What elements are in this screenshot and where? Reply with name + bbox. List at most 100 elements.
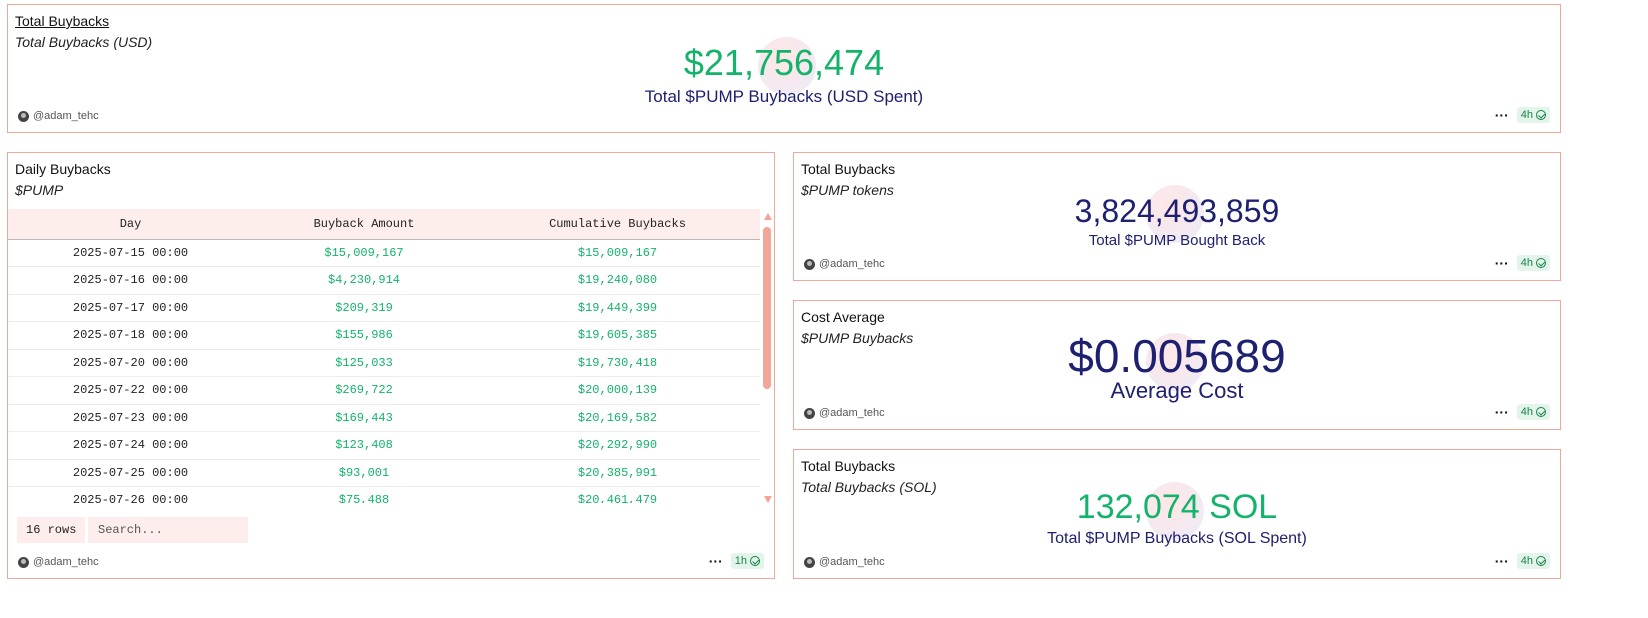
counter-label: Total $PUMP Buybacks (USD Spent): [644, 87, 924, 106]
cell-cumulative: $19,240,080: [475, 266, 760, 295]
table-row[interactable]: 2025-07-17 00:00 $209,319 $19,449,399: [8, 294, 760, 322]
author-name: @adam_tehc: [819, 258, 885, 270]
table-row[interactable]: 2025-07-24 00:00 $123,408 $20,292,990: [8, 431, 760, 460]
cell-cumulative: $20,292,990: [475, 431, 760, 460]
table-row[interactable]: 2025-07-26 00:00 $75,488 $20,461,479: [8, 486, 760, 503]
cost-average-panel: Cost Average $PUMP Buybacks $0.005689 Av…: [793, 300, 1561, 430]
table-row[interactable]: 2025-07-20 00:00 $125,033 $19,730,418: [8, 349, 760, 377]
author-link[interactable]: @adam_tehc: [804, 258, 885, 270]
search-input[interactable]: [88, 517, 248, 543]
freshness-label: 4h: [1520, 109, 1533, 121]
more-options-icon[interactable]: ···: [1494, 404, 1509, 420]
table-row[interactable]: 2025-07-18 00:00 $155,986 $19,605,385: [8, 321, 760, 350]
author-name: @adam_tehc: [819, 556, 885, 568]
more-options-icon[interactable]: ···: [708, 553, 723, 569]
cell-buyback-amount: $169,443: [253, 404, 475, 432]
cell-buyback-amount: $4,230,914: [253, 266, 475, 295]
cell-day: 2025-07-22 00:00: [8, 376, 253, 405]
table-header-row: Day Buyback Amount Cumulative Buybacks: [8, 209, 760, 240]
column-header-amount[interactable]: Buyback Amount: [253, 209, 475, 240]
cell-day: 2025-07-17 00:00: [8, 294, 253, 322]
cell-cumulative: $19,449,399: [475, 294, 760, 322]
freshness-label: 4h: [1520, 555, 1533, 567]
scroll-down-icon[interactable]: [764, 496, 772, 503]
author-name: @adam_tehc: [33, 110, 99, 122]
scrollbar-thumb[interactable]: [763, 227, 771, 389]
table-row[interactable]: 2025-07-15 00:00 $15,009,167 $15,009,167: [8, 239, 760, 267]
avatar-icon: [18, 556, 29, 568]
total-buybacks-tokens-panel: Total Buybacks $PUMP tokens 3,824,493,85…: [793, 152, 1561, 281]
panel-title-link[interactable]: Total Buybacks: [15, 13, 110, 29]
scroll-up-icon[interactable]: [764, 213, 772, 220]
logo-watermark-icon: [1146, 333, 1204, 391]
table-scroll-area[interactable]: Day Buyback Amount Cumulative Buybacks 2…: [8, 209, 760, 503]
freshness-badge[interactable]: 4h: [1516, 255, 1550, 271]
column-header-cumulative[interactable]: Cumulative Buybacks: [475, 209, 760, 240]
cell-day: 2025-07-23 00:00: [8, 404, 253, 432]
check-circle-icon: [1536, 258, 1546, 268]
freshness-label: 4h: [1520, 257, 1533, 269]
check-circle-icon: [750, 556, 760, 566]
cell-cumulative: $20,461,479: [475, 486, 760, 503]
cell-day: 2025-07-24 00:00: [8, 431, 253, 460]
cell-day: 2025-07-15 00:00: [8, 239, 253, 267]
cell-buyback-amount: $125,033: [253, 349, 475, 377]
cell-cumulative: $15,009,167: [475, 239, 760, 267]
logo-watermark-icon: [758, 37, 816, 95]
table-row[interactable]: 2025-07-16 00:00 $4,230,914 $19,240,080: [8, 266, 760, 295]
freshness-badge[interactable]: 4h: [1516, 107, 1550, 123]
table-row[interactable]: 2025-07-25 00:00 $93,001 $20,385,991: [8, 459, 760, 487]
counter-value: $0.005689: [1068, 330, 1286, 382]
panel-title[interactable]: Total Buybacks: [801, 161, 896, 177]
avatar-icon: [18, 110, 29, 122]
cell-day: 2025-07-20 00:00: [8, 349, 253, 377]
table-row[interactable]: 2025-07-22 00:00 $269,722 $20,000,139: [8, 376, 760, 405]
cell-buyback-amount: $75,488: [253, 486, 475, 503]
panel-title[interactable]: Daily Buybacks: [15, 161, 111, 177]
check-circle-icon: [1536, 556, 1546, 566]
cell-buyback-amount: $93,001: [253, 459, 475, 487]
panel-subtitle: Total Buybacks (SOL): [801, 479, 937, 495]
cell-buyback-amount: $15,009,167: [253, 239, 475, 267]
cell-buyback-amount: $269,722: [253, 376, 475, 405]
cell-day: 2025-07-16 00:00: [8, 266, 253, 295]
cell-cumulative: $20,000,139: [475, 376, 760, 405]
more-options-icon[interactable]: ···: [1494, 107, 1509, 123]
author-link[interactable]: @adam_tehc: [804, 556, 885, 568]
freshness-badge[interactable]: 4h: [1516, 404, 1550, 420]
author-link[interactable]: @adam_tehc: [18, 110, 99, 122]
freshness-badge[interactable]: 1h: [730, 553, 764, 569]
cell-day: 2025-07-26 00:00: [8, 486, 253, 503]
author-name: @adam_tehc: [819, 407, 885, 419]
total-buybacks-sol-panel: Total Buybacks Total Buybacks (SOL) 132,…: [793, 449, 1561, 579]
freshness-badge[interactable]: 4h: [1516, 553, 1550, 569]
author-link[interactable]: @adam_tehc: [18, 556, 99, 568]
cell-cumulative: $19,730,418: [475, 349, 760, 377]
avatar-icon: [804, 556, 815, 568]
counter-value: $21,756,474: [683, 42, 885, 83]
more-options-icon[interactable]: ···: [1494, 553, 1509, 569]
cell-buyback-amount: $155,986: [253, 321, 475, 350]
panel-title[interactable]: Cost Average: [801, 309, 885, 325]
counter-value: 132,074 SOL: [1076, 488, 1278, 526]
check-circle-icon: [1536, 110, 1546, 120]
author-name: @adam_tehc: [33, 556, 99, 568]
daily-buybacks-panel: Daily Buybacks $PUMP Day Buyback Amount …: [7, 152, 775, 579]
panel-subtitle: $PUMP tokens: [801, 182, 894, 198]
cell-cumulative: $20,385,991: [475, 459, 760, 487]
logo-watermark-icon: [1146, 185, 1204, 243]
author-link[interactable]: @adam_tehc: [804, 407, 885, 419]
table-row[interactable]: 2025-07-23 00:00 $169,443 $20,169,582: [8, 404, 760, 432]
table-scrollbar[interactable]: [762, 213, 772, 503]
more-options-icon[interactable]: ···: [1494, 255, 1509, 271]
counter-label: Total $PUMP Buybacks (SOL Spent): [1047, 530, 1307, 547]
panel-subtitle: $PUMP Buybacks: [801, 330, 914, 346]
panel-subtitle: Total Buybacks (USD): [15, 34, 153, 50]
freshness-label: 4h: [1520, 406, 1533, 418]
buybacks-table: Day Buyback Amount Cumulative Buybacks 2…: [8, 209, 760, 503]
counter-label: Total $PUMP Bought Back: [1088, 232, 1266, 249]
cell-buyback-amount: $209,319: [253, 294, 475, 322]
panel-title[interactable]: Total Buybacks: [801, 458, 896, 474]
panel-subtitle: $PUMP: [15, 182, 64, 198]
column-header-day[interactable]: Day: [8, 209, 253, 240]
